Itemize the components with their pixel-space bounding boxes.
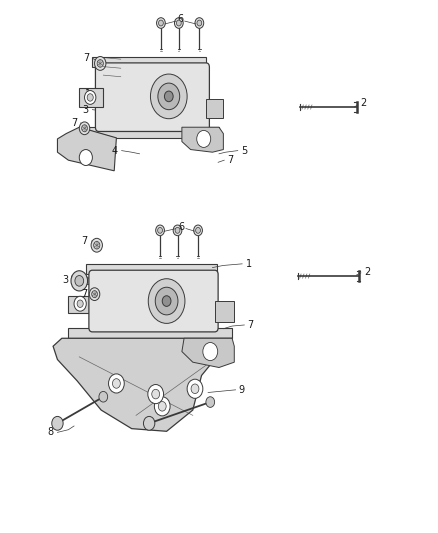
Text: 7: 7: [81, 236, 88, 246]
Circle shape: [203, 343, 218, 361]
Circle shape: [206, 397, 215, 407]
Circle shape: [150, 74, 187, 119]
Circle shape: [195, 18, 204, 28]
Circle shape: [191, 384, 199, 393]
Text: 3: 3: [62, 275, 68, 285]
Circle shape: [194, 225, 202, 236]
Circle shape: [109, 374, 124, 393]
Text: 1: 1: [85, 88, 91, 99]
Circle shape: [79, 150, 92, 165]
Circle shape: [148, 279, 185, 324]
Circle shape: [177, 20, 181, 26]
Circle shape: [95, 56, 106, 70]
Circle shape: [158, 83, 180, 110]
Text: 4: 4: [112, 146, 118, 156]
Text: 2: 2: [364, 267, 371, 277]
Polygon shape: [53, 338, 232, 431]
Circle shape: [52, 416, 63, 430]
Circle shape: [74, 296, 86, 311]
Circle shape: [113, 378, 120, 388]
Circle shape: [77, 300, 83, 308]
Circle shape: [99, 391, 108, 402]
Circle shape: [175, 228, 180, 233]
Text: 2: 2: [360, 98, 366, 108]
Text: 1: 1: [246, 259, 252, 269]
Polygon shape: [79, 127, 219, 138]
Circle shape: [87, 94, 93, 101]
Text: 7: 7: [227, 155, 233, 165]
Circle shape: [196, 228, 201, 233]
Text: 6: 6: [177, 14, 184, 25]
FancyBboxPatch shape: [89, 270, 218, 332]
Text: 7: 7: [71, 118, 77, 128]
Polygon shape: [57, 127, 117, 171]
Circle shape: [89, 288, 100, 301]
Circle shape: [159, 20, 163, 26]
Circle shape: [79, 122, 90, 135]
Circle shape: [162, 296, 171, 306]
Circle shape: [148, 384, 163, 403]
Polygon shape: [79, 88, 103, 107]
Circle shape: [164, 91, 173, 102]
Polygon shape: [86, 264, 217, 274]
Polygon shape: [182, 338, 234, 368]
Circle shape: [91, 238, 102, 252]
Polygon shape: [215, 301, 234, 322]
Circle shape: [85, 91, 96, 104]
Circle shape: [92, 290, 97, 297]
Circle shape: [158, 228, 162, 233]
FancyBboxPatch shape: [95, 63, 209, 132]
Circle shape: [81, 125, 88, 132]
Polygon shape: [68, 328, 232, 338]
Polygon shape: [68, 296, 92, 313]
Circle shape: [71, 271, 88, 291]
Text: 3: 3: [83, 104, 89, 115]
Circle shape: [75, 276, 84, 286]
Circle shape: [158, 401, 166, 411]
Circle shape: [155, 287, 178, 315]
Polygon shape: [206, 99, 223, 118]
Polygon shape: [71, 276, 92, 285]
Circle shape: [197, 20, 202, 26]
Text: 6: 6: [179, 222, 185, 232]
Text: 9: 9: [239, 385, 245, 395]
Circle shape: [94, 241, 100, 249]
Circle shape: [197, 131, 211, 148]
Text: 7: 7: [247, 320, 254, 330]
Text: 8: 8: [48, 427, 54, 438]
Circle shape: [144, 416, 155, 430]
Circle shape: [156, 18, 165, 28]
Circle shape: [173, 225, 182, 236]
Polygon shape: [182, 127, 223, 152]
Circle shape: [187, 379, 203, 398]
Polygon shape: [92, 56, 206, 67]
Circle shape: [152, 389, 159, 399]
Circle shape: [154, 397, 170, 416]
Circle shape: [155, 225, 164, 236]
Circle shape: [174, 18, 183, 28]
Text: 7: 7: [83, 53, 89, 63]
Text: 5: 5: [241, 146, 247, 156]
Circle shape: [97, 60, 103, 67]
Text: 7: 7: [81, 289, 88, 299]
